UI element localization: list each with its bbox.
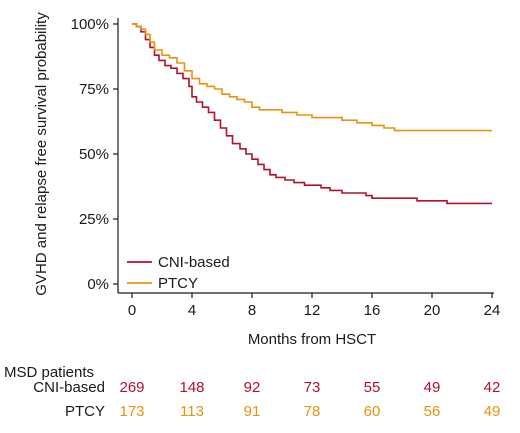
- risk-count: 73: [304, 379, 321, 396]
- risk-table-title: MSD patients: [4, 364, 94, 381]
- legend-label: PTCY: [158, 275, 198, 292]
- legend-label: CNI-based: [158, 254, 230, 271]
- x-tick-label: 24: [484, 302, 501, 319]
- y-axis-label: GVHD and relapse free survival probabili…: [33, 12, 50, 296]
- risk-count: 113: [180, 403, 204, 420]
- legend: CNI-based PTCY: [127, 254, 230, 292]
- risk-count: 49: [424, 379, 441, 396]
- risk-count: 49: [484, 403, 501, 420]
- risk-count: 148: [179, 379, 204, 396]
- risk-count: 55: [364, 379, 381, 396]
- risk-count: 173: [119, 403, 144, 420]
- series-line-ptcy: [132, 23, 492, 132]
- risk-count: 56: [424, 403, 441, 420]
- series-line-cni-based: [132, 23, 492, 205]
- x-tick-label: 20: [424, 302, 441, 319]
- x-tick-label: 8: [248, 302, 256, 319]
- risk-count: 269: [119, 379, 144, 396]
- x-tick-label: 12: [304, 302, 321, 319]
- x-tick-label: 16: [364, 302, 381, 319]
- y-tick-label: 100%: [71, 16, 109, 33]
- x-ticks: 0 4 8 12 16 20 24: [128, 293, 501, 319]
- x-tick-label: 4: [188, 302, 196, 319]
- risk-count: 78: [304, 403, 321, 420]
- y-tick-label: 50%: [79, 146, 109, 163]
- x-tick-label: 0: [128, 302, 136, 319]
- risk-table: CNI-based 269 148 92 73 55 49 42 PTCY 173 113 91 78 6…: [33, 379, 500, 420]
- risk-count: 60: [364, 403, 381, 420]
- y-tick-label: 75%: [79, 81, 109, 98]
- risk-row-label: CNI-based: [33, 379, 105, 396]
- risk-count: 91: [244, 403, 261, 420]
- y-ticks: 0% 25% 50% 75% 100%: [71, 16, 118, 293]
- risk-row-label: PTCY: [65, 403, 105, 420]
- x-axis-label: Months from HSCT: [248, 331, 376, 348]
- y-tick-label: 25%: [79, 211, 109, 228]
- risk-count: 92: [244, 379, 261, 396]
- y-tick-label: 0%: [87, 276, 109, 293]
- survival-curves: [132, 23, 492, 205]
- risk-count: 42: [484, 379, 501, 396]
- axes: [117, 18, 494, 294]
